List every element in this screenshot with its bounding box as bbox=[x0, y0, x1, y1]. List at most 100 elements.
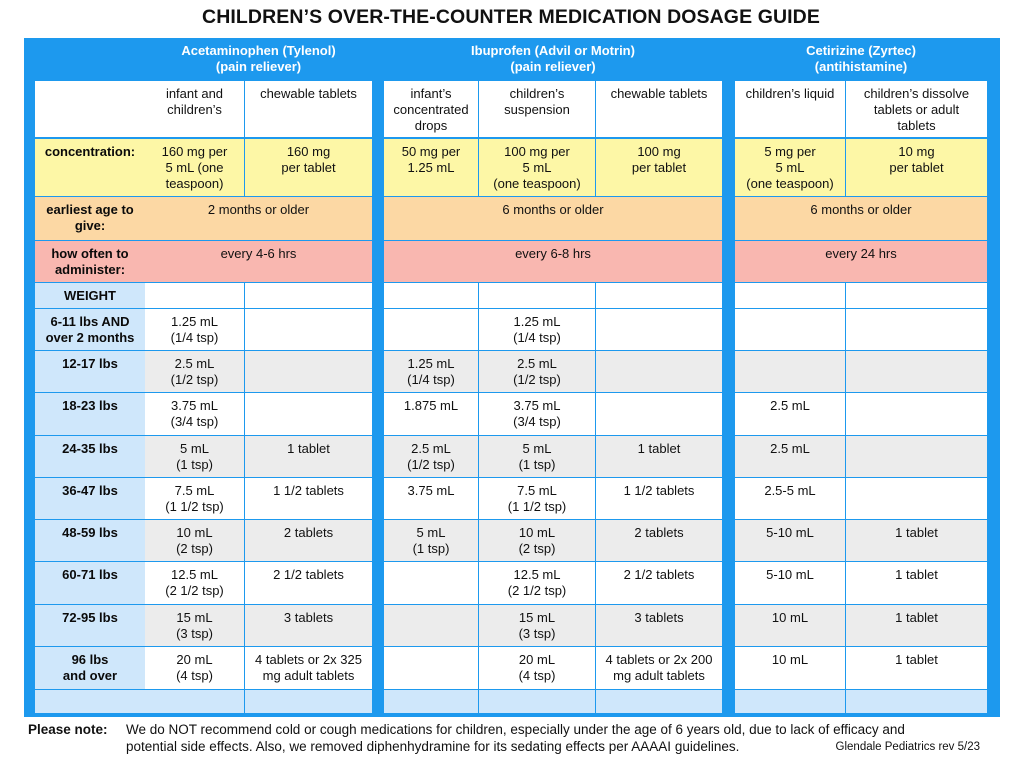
dose-cell-text: (1 1/2 tsp) bbox=[507, 499, 567, 514]
blank-cell bbox=[846, 283, 987, 308]
how-often-value-text: every 24 hrs bbox=[825, 246, 897, 261]
note-label: Please note: bbox=[28, 722, 108, 737]
dose-cell: 5-10 mL bbox=[735, 562, 845, 604]
footer-cell bbox=[846, 690, 987, 713]
weight-label: 12-17 lbs bbox=[35, 351, 145, 392]
group-name: Ibuprofen (Advil or Motrin) bbox=[471, 43, 635, 58]
form-header: chewable tablets bbox=[596, 81, 722, 137]
dose-cell-text: 1 tablet bbox=[287, 441, 330, 456]
form-header-text: children’s liquid bbox=[745, 86, 835, 101]
dose-cell: 2 tablets bbox=[596, 520, 722, 561]
dose-cell-text: 1.25 mL bbox=[171, 314, 218, 329]
how-often-label-text: administer: bbox=[54, 262, 126, 277]
dose-cell-text: (1/4 tsp) bbox=[513, 330, 561, 345]
earliest-age-value-text: 2 months or older bbox=[207, 202, 310, 217]
form-header-text: concentrated bbox=[393, 102, 469, 117]
dose-cell: 10 mL bbox=[735, 605, 845, 646]
dose-cell: 1 tablet bbox=[846, 605, 987, 646]
concentration-value-text: per tablet bbox=[631, 160, 687, 175]
dose-cell: 2.5 mL bbox=[735, 436, 845, 477]
how-often-value: every 4-6 hrs bbox=[145, 241, 372, 282]
form-header-text: drops bbox=[414, 118, 448, 133]
dose-cell: 1 tablet bbox=[846, 562, 987, 604]
weight-label-text: and over bbox=[62, 668, 118, 683]
dose-cell: 1.25 mL (1/4 tsp) bbox=[145, 309, 244, 350]
weight-header: WEIGHT bbox=[35, 283, 145, 308]
group-name: Acetaminophen (Tylenol) bbox=[181, 43, 336, 58]
concentration-value-text: per tablet bbox=[281, 160, 336, 175]
dose-cell-text: 2.5-5 mL bbox=[764, 483, 816, 498]
dose-cell-text: mg adult tablets bbox=[262, 668, 355, 683]
dose-cell-text: (3 tsp) bbox=[518, 626, 556, 641]
group-header: Ibuprofen (Advil or Motrin) (pain relieve… bbox=[384, 38, 722, 75]
dose-cell: 5-10 mL bbox=[735, 520, 845, 561]
earliest-age-label: earliest age to give: bbox=[35, 197, 145, 240]
dose-cell: 3.75 mL (3/4 tsp) bbox=[479, 393, 595, 435]
concentration-value-text: 10 mg bbox=[898, 144, 935, 159]
dose-cell-text: 3.75 mL bbox=[407, 483, 455, 498]
dose-cell bbox=[596, 309, 722, 350]
dose-cell-text: (4 tsp) bbox=[176, 668, 213, 683]
dose-cell-text: 1 tablet bbox=[895, 567, 938, 582]
dose-cell: 5 mL (1 tsp) bbox=[384, 520, 478, 561]
form-header: chewable tablets bbox=[245, 81, 372, 137]
concentration-value-text: per tablet bbox=[889, 160, 944, 175]
concentration-label: concentration: bbox=[35, 139, 145, 196]
dose-cell-text: (3/4 tsp) bbox=[513, 414, 561, 429]
dose-cell-text: 5-10 mL bbox=[766, 525, 814, 540]
dose-cell-text: (1 tsp) bbox=[176, 457, 213, 472]
dose-cell-text: 15 mL bbox=[518, 610, 556, 625]
blank-cell bbox=[384, 283, 478, 308]
concentration-value: 10 mg per tablet bbox=[846, 139, 987, 196]
dose-cell: 10 mL bbox=[735, 647, 845, 689]
dose-cell: 1 1/2 tablets bbox=[596, 478, 722, 519]
group-name: Cetirizine (Zyrtec) bbox=[806, 43, 916, 58]
dose-cell: 12.5 mL (2 1/2 tsp) bbox=[145, 562, 244, 604]
blank-cell bbox=[596, 283, 722, 308]
dose-cell: 20 mL (4 tsp) bbox=[479, 647, 595, 689]
form-header-text: children’s bbox=[167, 102, 222, 117]
dose-cell-text: (1/2 tsp) bbox=[513, 372, 561, 387]
weight-label-text: 96 lbs bbox=[71, 652, 109, 667]
dose-cell-text: (1/4 tsp) bbox=[170, 330, 219, 345]
form-header-text: children’s dissolve bbox=[863, 86, 970, 101]
concentration-value-text: 100 mg bbox=[637, 144, 681, 159]
form-header-text: tablets or adult bbox=[873, 102, 960, 117]
dose-cell: 3 tablets bbox=[245, 605, 372, 646]
concentration-value: 5 mg per 5 mL (one teaspoon) bbox=[735, 139, 845, 196]
dose-cell-text: 1 tablet bbox=[895, 652, 938, 667]
earliest-age-value: 6 months or older bbox=[384, 197, 722, 240]
dose-cell bbox=[596, 393, 722, 435]
dose-cell-text: (1/2 tsp) bbox=[170, 372, 219, 387]
weight-label-text: 72-95 lbs bbox=[62, 610, 118, 625]
footer-cell bbox=[245, 690, 372, 713]
weight-label-text: 48-59 lbs bbox=[62, 525, 118, 540]
note-line-1: We do NOT recommend cold or cough medica… bbox=[126, 722, 905, 737]
dose-cell-text: 3 tablets bbox=[283, 610, 334, 625]
concentration-label-text: concentration: bbox=[44, 144, 136, 159]
dose-cell-text: 2 tablets bbox=[634, 525, 684, 540]
dose-cell bbox=[384, 647, 478, 689]
dose-cell: 15 mL (3 tsp) bbox=[145, 605, 244, 646]
footer-cell bbox=[35, 690, 145, 713]
dose-cell: 15 mL (3 tsp) bbox=[479, 605, 595, 646]
weight-label: 60-71 lbs bbox=[35, 562, 145, 604]
dose-cell: 2 1/2 tablets bbox=[596, 562, 722, 604]
blank-cell bbox=[145, 283, 244, 308]
dose-cell-text: 3 tablets bbox=[634, 610, 684, 625]
earliest-age-value: 6 months or older bbox=[735, 197, 987, 240]
group-type: (pain reliever) bbox=[510, 59, 596, 74]
earliest-age-label-text: earliest age to bbox=[46, 202, 134, 217]
dose-cell bbox=[735, 351, 845, 392]
concentration-value-text: 160 mg per bbox=[161, 144, 228, 159]
dose-cell: 1 1/2 tablets bbox=[245, 478, 372, 519]
dose-cell-text: 20 mL bbox=[518, 652, 556, 667]
dose-cell-text: (1 tsp) bbox=[412, 541, 450, 556]
dose-cell-text: (2 tsp) bbox=[176, 541, 213, 556]
earliest-age-value-text: 6 months or older bbox=[502, 202, 604, 217]
footer-cell bbox=[479, 690, 595, 713]
concentration-value-text: 1.25 mL bbox=[407, 160, 455, 175]
blank-cell bbox=[479, 283, 595, 308]
dose-cell-text: 10 mL bbox=[771, 610, 809, 625]
dose-cell-text: (2 tsp) bbox=[518, 541, 556, 556]
